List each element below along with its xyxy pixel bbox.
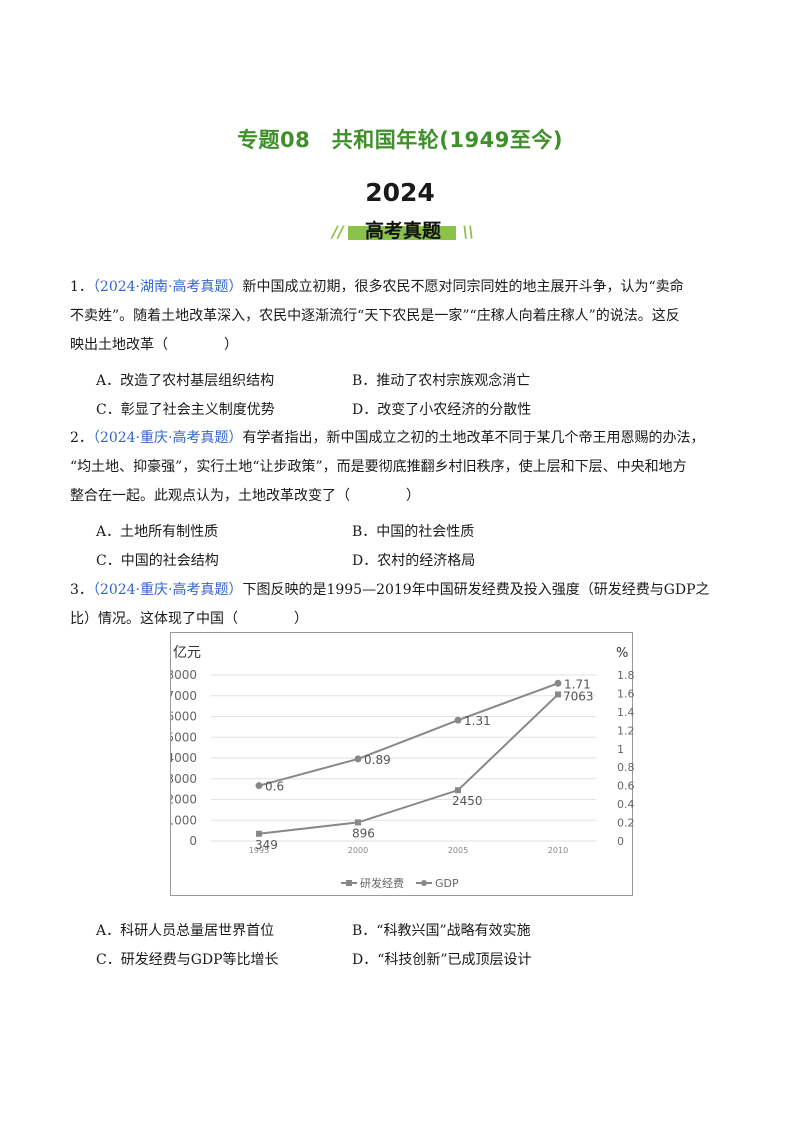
data-point [454,716,462,724]
data-point [255,782,263,790]
question-text-line: 不卖姓”。随着土地改革深入，农民中逐渐流行“天下农民是一家”“庄稼人向着庄稼人”… [70,308,680,324]
data-label: 0.6 [265,780,284,794]
question-source: （2024·重庆·高考真题） [92,430,243,446]
question-text-line: 有学者指出，新中国成立之初的土地改革不同于某几个帝王用恩赐的办法， [242,430,705,446]
data-label: 1.31 [464,714,491,728]
question-1: 1．（2024·湖南·高考真题）新中国成立初期，很多农民不愿对同宗同姓的地主展开… [70,273,730,360]
question-text-line: “均土地、抑豪强”，实行土地“让步政策”，而是要彻底推翻乡村旧秩序，使上层和下层… [70,459,687,475]
question-text-line: 映出土地改革（ ） [70,337,238,353]
right-tick-label: 0 [617,835,624,848]
left-tick-label: 1000 [171,813,197,827]
right-tick-label: 0.8 [617,761,634,774]
data-label: 1.71 [564,677,591,691]
left-tick-label: 3000 [171,772,197,786]
banner-slash-right: \\ [462,222,474,241]
right-tick-label: 0.4 [617,798,634,811]
banner-highlight [348,226,456,240]
left-tick-label: 6000 [171,710,197,724]
option-a[interactable]: A．土地所有制性质 [96,524,219,540]
option-a[interactable]: A．科研人员总量居世界首位 [96,923,275,939]
option-d[interactable]: D．“科技创新”已成顶层设计 [352,952,532,968]
question-text-line: 比）情况。这体现了中国（ ） [70,611,308,627]
option-d[interactable]: D．改变了小农经济的分散性 [352,402,532,418]
question-number: 2． [70,430,93,446]
question-source: （2024·湖南·高考真题） [92,279,243,295]
option-c[interactable]: C．研发经费与GDP等比增长 [96,952,279,968]
right-axis-unit: % [616,646,628,661]
right-tick-label: 1.8 [617,669,634,682]
x-tick-label: 2010 [548,846,568,855]
chart-svg: 亿元% 0 1000 2000 3000 4000 5000 6000 7000 8000 0 0.2… [171,645,634,890]
data-label: 2450 [452,794,483,808]
left-tick-label: 5000 [171,730,197,744]
right-tick-label: 0.6 [617,780,634,793]
legend-marker [346,880,352,886]
question-number: 3． [70,582,93,598]
data-point [256,830,262,837]
question-number: 1． [70,279,93,295]
data-point [554,679,562,687]
x-tick-label: 1995 [249,846,269,855]
banner-slash-left: // [332,222,344,241]
page-title: 专题08 共和国年轮(1949至今) [237,128,563,152]
data-point [355,819,361,826]
right-tick-label: 0.2 [617,817,634,830]
data-point [555,691,561,698]
right-tick-label: 1.6 [617,687,634,700]
legend-marker [421,880,427,886]
x-tick-label: 2005 [448,846,468,855]
data-label: 349 [255,838,278,852]
left-tick-label: 2000 [171,793,197,807]
option-b[interactable]: B．推动了农村宗族观念消亡 [352,373,531,389]
question-3: 3．（2024·重庆·高考真题）下图反映的是1995—2019年中国研发经费及投… [70,576,730,634]
right-tick-label: 1.2 [617,724,634,737]
question-2: 2．（2024·重庆·高考真题）有学者指出，新中国成立之初的土地改革不同于某几个… [70,424,730,511]
left-tick-label: 7000 [171,689,197,703]
left-tick-label: 4000 [171,751,197,765]
data-label: 896 [352,826,375,840]
data-point [455,787,461,794]
question-text-line: 新中国成立初期，很多农民不愿对同宗同姓的地主展开斗争，认为“卖命 [242,279,684,295]
data-point [354,755,362,763]
banner-label: 高考真题 [364,220,441,242]
x-tick-label: 2000 [348,846,368,855]
right-tick-label: 1 [617,743,624,756]
data-label: 0.89 [364,753,391,767]
left-tick-label: 8000 [171,668,197,682]
option-a[interactable]: A．改造了农村基层组织结构 [96,373,275,389]
year-heading: 2024 [365,178,435,207]
legend-label: 研发经费 [360,876,404,890]
option-d[interactable]: D．农村的经济格局 [352,553,476,569]
option-c[interactable]: C．中国的社会结构 [96,553,219,569]
question-text-line: 下图反映的是1995—2019年中国研发经费及投入强度（研发经费与GDP之 [242,582,710,598]
option-c[interactable]: C．彰显了社会主义制度优势 [96,402,275,418]
legend-label: GDP [435,877,459,890]
question-text-line: 整合在一起。此观点认为，土地改革改变了（ ） [70,488,420,504]
exam-banner: // 高考真题 \\ [330,212,476,244]
left-tick-label: 0 [189,834,197,848]
option-b[interactable]: B．中国的社会性质 [352,524,475,540]
series-line-rd-spending [258,693,559,835]
option-b[interactable]: B．“科教兴国”战略有效实施 [352,923,531,939]
right-tick-label: 1.4 [617,706,634,719]
question-source: （2024·重庆·高考真题） [92,582,243,598]
left-axis-unit: 亿元 [173,645,201,661]
series-line-gdp-ratio [258,682,559,787]
rd-chart: 亿元% 0 1000 2000 3000 4000 5000 6000 7000 8000 0 0.2… [170,632,634,896]
data-label: 7063 [563,689,594,703]
